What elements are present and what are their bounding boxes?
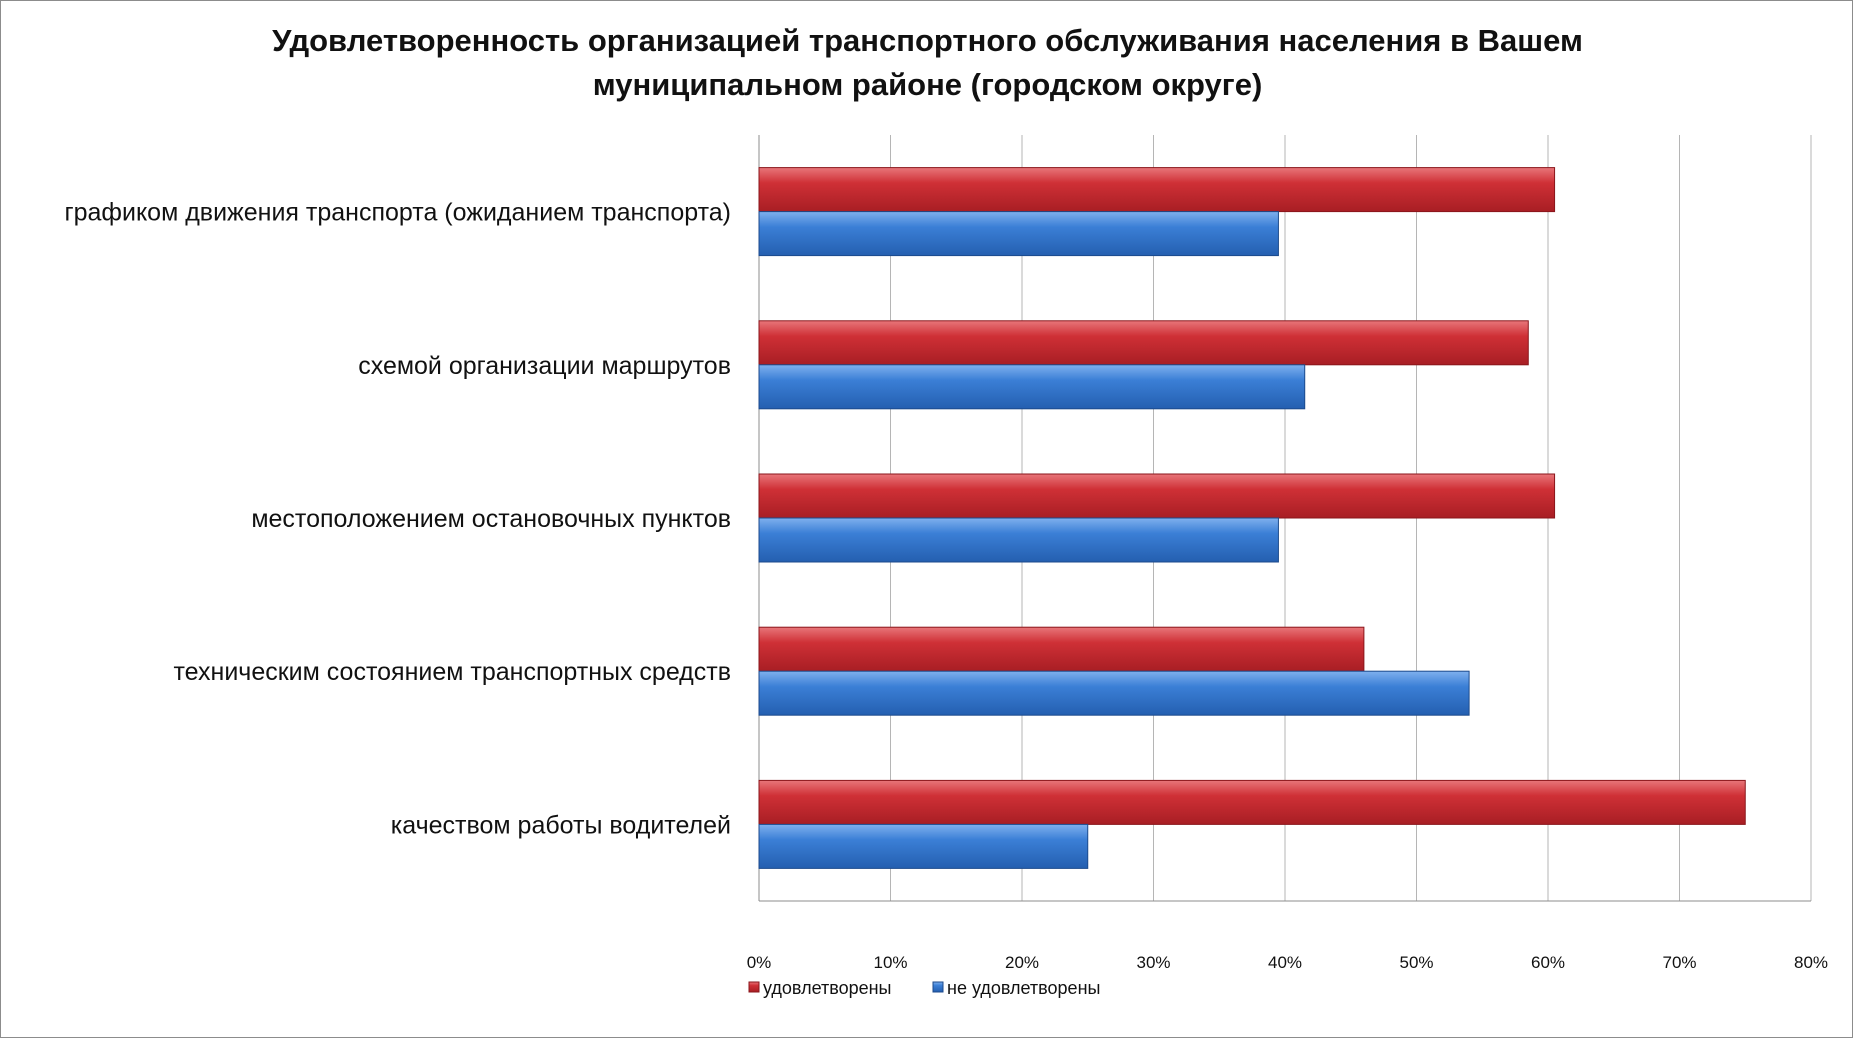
- x-tick-label: 20%: [1005, 953, 1039, 972]
- x-tick-label: 80%: [1794, 953, 1828, 972]
- bar-satisfied: [758, 626, 1365, 672]
- chart-title-line-2: муниципальном районе (городском округе): [592, 67, 1263, 102]
- chart-title: Удовлетворенность организацией транспорт…: [1, 19, 1853, 107]
- category-label: техническим состоянием транспортных сред…: [174, 658, 731, 686]
- bar-satisfied: [758, 320, 1529, 366]
- legend-swatch: [932, 981, 944, 993]
- legend-label: удовлетворены: [763, 978, 892, 998]
- bar-satisfied: [758, 473, 1556, 519]
- category-label: качеством работы водителей: [391, 811, 731, 839]
- x-tick-label: 30%: [1136, 953, 1170, 972]
- chart-title-line-1: Удовлетворенность организацией транспорт…: [272, 23, 1583, 58]
- x-tick-label: 10%: [873, 953, 907, 972]
- category-label: местоположением остановочных пунктов: [251, 505, 731, 533]
- x-tick-label: 60%: [1531, 953, 1565, 972]
- bar-not-satisfied: [758, 517, 1279, 563]
- bar-not-satisfied: [758, 211, 1279, 257]
- bar-not-satisfied: [758, 823, 1089, 869]
- x-tick-label: 0%: [747, 953, 772, 972]
- category-label: графиком движения транспорта (ожиданием …: [64, 199, 731, 227]
- bar-satisfied: [758, 779, 1746, 825]
- legend-label: не удовлетворены: [947, 978, 1100, 998]
- bar-not-satisfied: [758, 364, 1306, 410]
- category-label: схемой организации маршрутов: [358, 352, 731, 380]
- bar-not-satisfied: [758, 670, 1470, 716]
- legend-swatch: [748, 981, 760, 993]
- bar-satisfied: [758, 167, 1556, 213]
- x-tick-label: 40%: [1268, 953, 1302, 972]
- x-tick-label: 70%: [1662, 953, 1696, 972]
- x-tick-label: 50%: [1399, 953, 1433, 972]
